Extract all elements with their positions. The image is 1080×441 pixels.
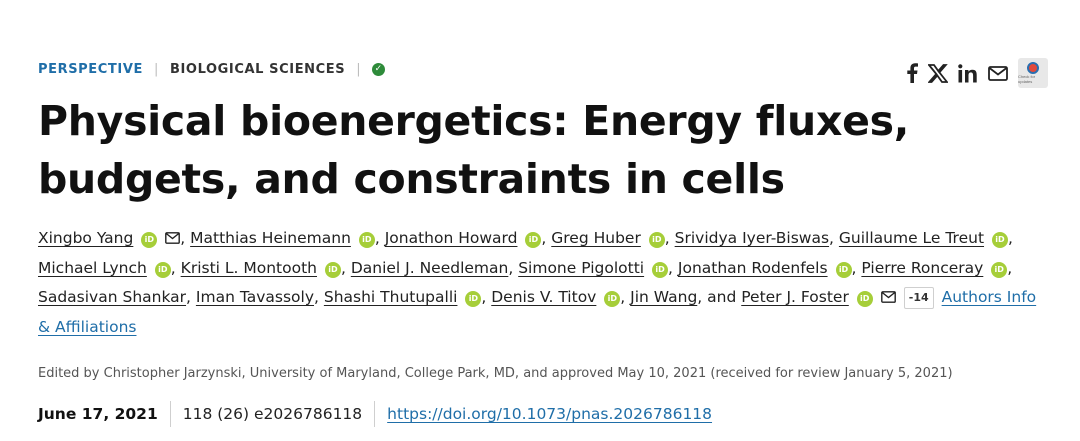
orcid-icon[interactable]: iD [604, 291, 621, 307]
author-separator: , and [697, 288, 742, 306]
author-separator: , [314, 288, 324, 306]
meta-divider [169, 401, 171, 427]
orcid-icon[interactable]: iD [652, 262, 669, 278]
orcid-icon[interactable]: iD [835, 262, 852, 278]
author-link[interactable]: Greg Huber [551, 229, 641, 247]
author-separator: , [668, 259, 678, 277]
author-link[interactable]: Xingbo Yang [38, 229, 134, 247]
author-link[interactable]: Iman Tavassoly [195, 288, 315, 306]
author-link[interactable]: Michael Lynch [38, 259, 147, 277]
orcid-icon[interactable]: iD [991, 262, 1008, 278]
show-more-authors-button[interactable]: -14 [903, 287, 934, 309]
author-link[interactable]: Kristi L. Montooth [180, 259, 318, 277]
author-link[interactable]: Jonathon Howard [384, 229, 518, 247]
edited-by-note: Edited by Christopher Jarzynski, Univers… [38, 366, 953, 381]
check-updates-label: Check for updates [1018, 74, 1036, 84]
author-separator: , [1007, 229, 1013, 247]
email-author-icon[interactable] [165, 225, 181, 254]
author-link[interactable]: Guillaume Le Treut [838, 229, 985, 247]
publication-date: June 17, 2021 [38, 405, 158, 423]
author-link[interactable]: Daniel J. Needleman [350, 259, 509, 277]
author-separator: , [541, 229, 552, 247]
author-separator: , [664, 229, 675, 247]
orcid-icon[interactable]: iD [991, 232, 1008, 248]
publication-meta: June 17, 2021 118 (26) e2026786118 https… [38, 401, 712, 427]
author-separator: , [851, 259, 862, 277]
share-bar: Check for updates [906, 58, 1048, 88]
orcid-icon[interactable]: iD [358, 232, 375, 248]
linkedin-icon[interactable] [958, 63, 978, 83]
author-link[interactable]: Jonathan Rodenfels [677, 259, 828, 277]
author-separator: , [508, 259, 519, 277]
author-link[interactable]: Shashi Thutupalli [323, 288, 458, 306]
author-link[interactable]: Matthias Heinemann [190, 229, 351, 247]
author-separator: , [1007, 259, 1013, 277]
author-link[interactable]: Denis V. Titov [491, 288, 597, 306]
doi-link[interactable]: https://doi.org/10.1073/pnas.2026786118 [387, 405, 713, 423]
orcid-icon[interactable]: iD [525, 232, 542, 248]
author-separator: , [829, 229, 839, 247]
tag-separator: | [356, 62, 362, 77]
facebook-icon[interactable] [906, 63, 918, 83]
check-for-updates-badge[interactable]: Check for updates [1018, 58, 1048, 88]
author-separator: , [374, 229, 385, 247]
author-link[interactable]: Sadasivan Shankar [38, 288, 187, 306]
crossmark-icon [1027, 62, 1039, 74]
author-list: Xingbo Yang iD, Matthias Heinemann iD, J… [38, 224, 1043, 342]
tag-separator: | [153, 62, 159, 77]
author-link[interactable]: Peter J. Foster [741, 288, 849, 306]
author-separator: , [481, 288, 492, 306]
article-title: Physical bioenergetics: Energy fluxes, b… [38, 97, 909, 203]
orcid-icon[interactable]: iD [856, 291, 873, 307]
author-link[interactable]: Simone Pigolotti [518, 259, 645, 277]
check-circle-icon: ✓ [372, 63, 386, 76]
author-link[interactable]: Pierre Ronceray [861, 259, 984, 277]
meta-divider [374, 401, 376, 427]
orcid-icon[interactable]: iD [141, 232, 158, 248]
author-link[interactable]: Srividya Iyer-Biswas [674, 229, 830, 247]
orcid-icon[interactable]: iD [324, 262, 341, 278]
orcid-icon[interactable]: iD [465, 291, 482, 307]
citation: 118 (26) e2026786118 [182, 405, 363, 423]
authors-info-link[interactable]: Authors Info & Affiliations [38, 288, 1037, 336]
article-tags: PERSPECTIVE | BIOLOGICAL SCIENCES | ✓ [38, 62, 386, 77]
author-separator: , [340, 259, 351, 277]
author-separator: , [620, 288, 631, 306]
author-separator: , [170, 259, 181, 277]
author-separator: , [180, 229, 191, 247]
article-type-link[interactable]: PERSPECTIVE [38, 62, 143, 77]
author-separator: , [186, 288, 196, 306]
author-link[interactable]: Jin Wang [630, 288, 698, 306]
orcid-icon[interactable]: iD [648, 232, 665, 248]
section-link[interactable]: BIOLOGICAL SCIENCES [169, 62, 346, 77]
email-icon[interactable] [988, 65, 1008, 81]
email-author-icon[interactable] [880, 284, 896, 313]
x-icon[interactable] [928, 63, 948, 83]
orcid-icon[interactable]: iD [154, 262, 171, 278]
